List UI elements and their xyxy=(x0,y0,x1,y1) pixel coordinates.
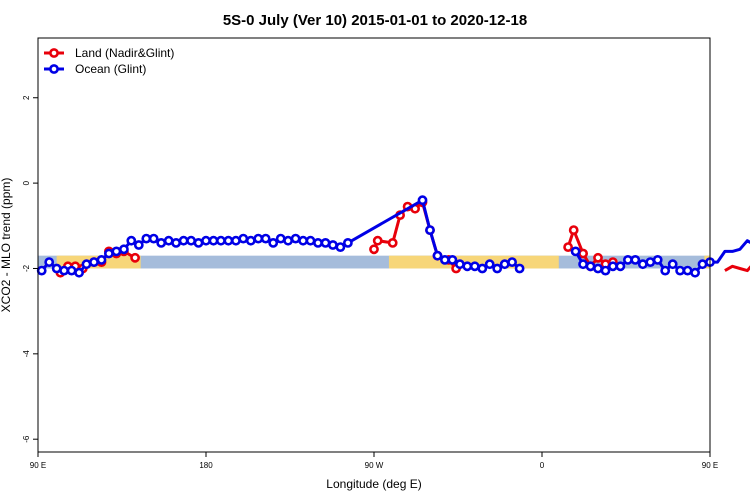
data-point xyxy=(462,261,473,272)
legend-entry: Ocean (Glint) xyxy=(44,62,146,76)
data-point xyxy=(593,263,603,274)
data-point xyxy=(283,235,293,246)
data-point xyxy=(447,254,458,265)
data-point xyxy=(570,246,581,257)
data-point xyxy=(111,246,122,257)
series-layer xyxy=(36,195,750,278)
data-point xyxy=(126,235,137,246)
data-point xyxy=(369,244,379,255)
x-axis-label: Longitude (deg E) xyxy=(326,477,421,491)
chart-title: 5S-0 July (Ver 10) 2015-01-01 to 2020-12… xyxy=(223,12,527,29)
data-point xyxy=(477,263,488,274)
legend-label: Land (Nadir&Glint) xyxy=(75,46,174,60)
data-point xyxy=(268,237,279,248)
data-point xyxy=(96,254,107,265)
data-point xyxy=(652,254,663,265)
data-point xyxy=(238,233,249,244)
data-point xyxy=(492,263,503,274)
data-point xyxy=(290,233,301,244)
data-point xyxy=(215,235,226,246)
data-point xyxy=(690,267,700,278)
data-point xyxy=(667,259,678,270)
y-tick-label: 0 xyxy=(22,180,31,185)
data-point xyxy=(697,259,708,270)
data-point xyxy=(563,242,573,252)
x-tick-label: 0 xyxy=(540,461,545,470)
data-point xyxy=(568,225,579,235)
data-point xyxy=(245,235,256,246)
data-point xyxy=(44,257,55,267)
data-point xyxy=(119,244,129,255)
data-point xyxy=(387,237,398,248)
data-point xyxy=(313,237,323,248)
series-ocean-glint- xyxy=(36,195,750,278)
data-point xyxy=(372,235,383,246)
data-point xyxy=(675,265,685,276)
x-axis: 90 E 180 90 W 0 90 E xyxy=(30,452,718,470)
data-point xyxy=(156,237,167,248)
data-point xyxy=(600,265,611,276)
y-tick-label: 2 xyxy=(22,95,31,100)
legend-label: Ocean (Glint) xyxy=(75,62,146,76)
legend-entry: Land (Nadir&Glint) xyxy=(44,46,174,60)
series-line xyxy=(724,264,750,273)
data-point xyxy=(578,248,588,259)
data-point xyxy=(660,265,671,276)
x-tick-label: 90 E xyxy=(702,461,718,470)
data-point xyxy=(585,261,596,272)
data-point xyxy=(593,252,603,263)
data-point xyxy=(81,259,92,270)
x-tick-label: 90 E xyxy=(30,461,46,470)
data-point xyxy=(148,233,159,244)
data-point xyxy=(104,248,114,259)
data-point xyxy=(507,257,517,267)
data-point xyxy=(327,240,338,250)
data-point xyxy=(425,225,435,235)
legend-marker xyxy=(49,64,59,74)
data-point xyxy=(484,259,495,270)
data-point xyxy=(178,235,189,246)
data-point xyxy=(133,240,144,250)
data-point xyxy=(682,265,693,276)
data-point xyxy=(74,267,84,278)
data-point xyxy=(335,242,346,252)
data-point xyxy=(193,237,204,248)
data-point xyxy=(432,250,443,261)
data-point xyxy=(130,252,140,263)
data-point xyxy=(439,254,450,265)
x-tick-label: 90 W xyxy=(365,461,384,470)
legend: Land (Nadir&Glint) Ocean (Glint) xyxy=(44,46,174,76)
data-point xyxy=(171,237,181,248)
data-point xyxy=(305,235,316,246)
data-point xyxy=(630,254,641,265)
data-point xyxy=(201,235,211,246)
data-point xyxy=(223,235,234,246)
data-point xyxy=(469,261,480,272)
data-point xyxy=(608,261,618,272)
legend-marker xyxy=(49,48,59,58)
data-point xyxy=(615,261,626,272)
data-point xyxy=(89,257,99,267)
data-point xyxy=(59,265,69,276)
y-tick-label: -4 xyxy=(22,350,31,358)
y-axis-label: XCO2 - MLO trend (ppm) xyxy=(0,178,13,313)
data-point xyxy=(417,195,428,206)
x-tick-label: 180 xyxy=(199,461,213,470)
y-tick-label: -2 xyxy=(22,264,31,272)
data-point xyxy=(260,233,271,244)
data-point xyxy=(637,259,648,270)
data-point xyxy=(36,265,47,276)
data-point xyxy=(66,265,77,276)
data-point xyxy=(342,237,353,248)
y-tick-label: -6 xyxy=(22,435,31,443)
y-axis: 2 0 -2 -4 -6 xyxy=(22,95,38,443)
data-point xyxy=(514,263,525,274)
